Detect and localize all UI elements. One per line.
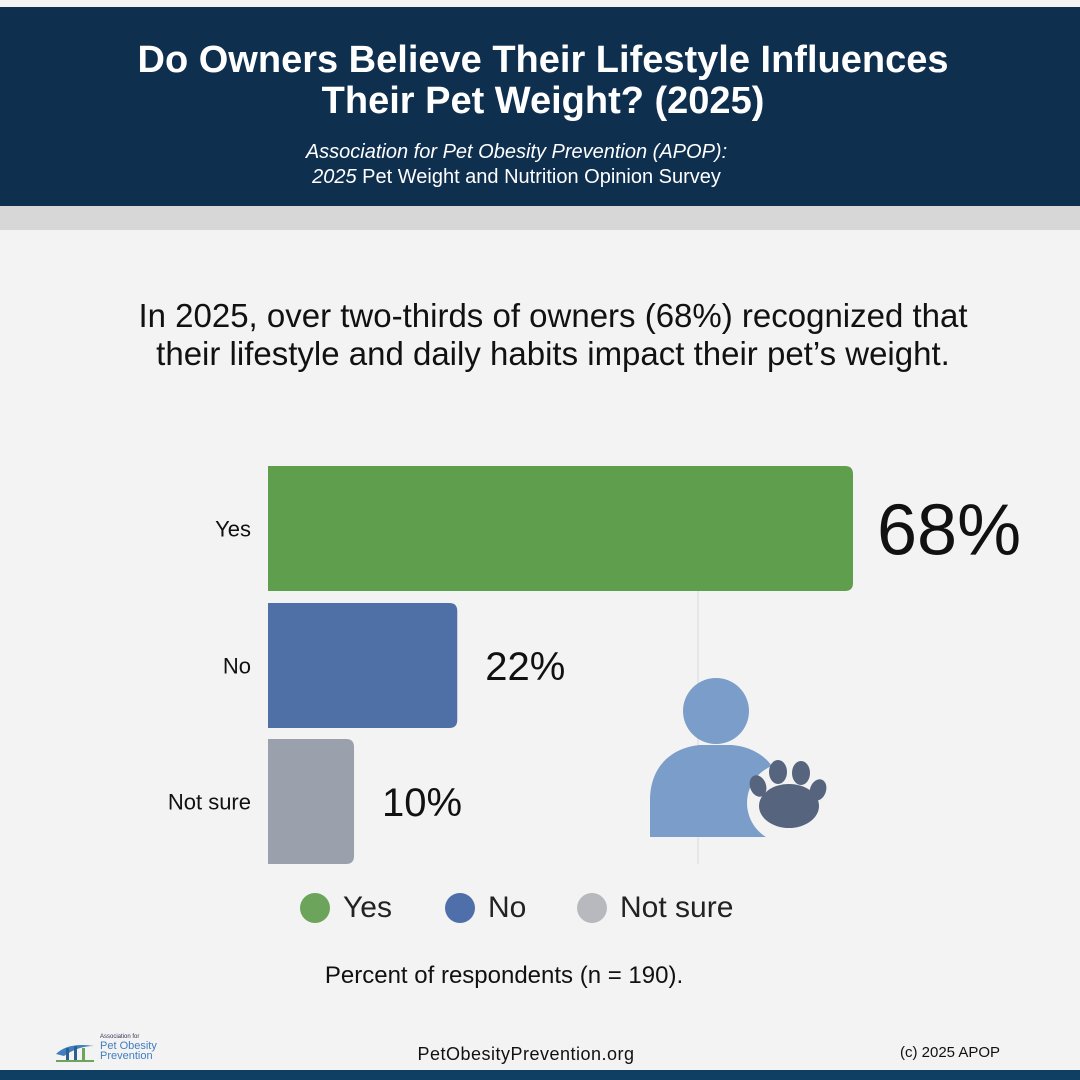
subtitle-survey: Pet Weight and Nutrition Opinion Survey	[356, 166, 721, 188]
chart-caption: Percent of respondents (n = 190).	[324, 962, 684, 989]
legend-dot-not-sure	[577, 893, 607, 923]
bar-not-sure	[268, 739, 355, 864]
logo-line1: Pet Obesity	[100, 1040, 157, 1052]
bar-chart: Yes 68% No 22% Not sure 10%	[168, 466, 1021, 864]
copyright-text: (c) 2025 APOP	[900, 1044, 1001, 1061]
page-title: Do Owners Believe Their Lifestyle Influe…	[137, 39, 949, 122]
headline: In 2025, over two-thirds of owners (68%)…	[138, 297, 968, 372]
bar-no	[268, 603, 458, 728]
apop-logo: Association for Pet Obesity Prevention	[54, 1034, 184, 1064]
category-label-not-sure: Not sure	[168, 790, 251, 815]
value-label-yes: 68%	[877, 490, 1021, 570]
value-label-no: 22%	[485, 645, 565, 689]
category-label-no: No	[223, 654, 251, 679]
value-label-not-sure: 10%	[382, 781, 462, 825]
legend-label-no: No	[488, 891, 527, 924]
legend: Yes No Not sure	[0, 888, 1080, 928]
paw-icon	[747, 760, 827, 843]
bar-yes	[268, 466, 853, 591]
person-head	[683, 678, 749, 744]
category-label-yes: Yes	[215, 517, 251, 542]
legend-label-yes: Yes	[343, 891, 392, 924]
subtitle-year: 2025	[312, 166, 357, 188]
header-banner	[0, 7, 1080, 206]
legend-dot-no	[445, 893, 475, 923]
website-link[interactable]: PetObesityPrevention.org	[417, 1044, 635, 1064]
logo-small-text: Association for	[100, 1034, 140, 1040]
legend-dot-yes	[300, 893, 330, 923]
logo-line2: Prevention	[100, 1050, 153, 1062]
logo-text: Association for Pet Obesity Prevention	[100, 1034, 157, 1062]
footer-band	[0, 1070, 1080, 1080]
legend-label-not-sure: Not sure	[620, 891, 734, 924]
owner-with-paw-icon	[650, 678, 827, 843]
header-divider	[0, 206, 1080, 230]
logo-mark-icon	[56, 1045, 94, 1062]
subtitle-org: Association for Pet Obesity Prevention (…	[305, 141, 728, 163]
subtitle: Association for Pet Obesity Prevention (…	[200, 140, 833, 190]
